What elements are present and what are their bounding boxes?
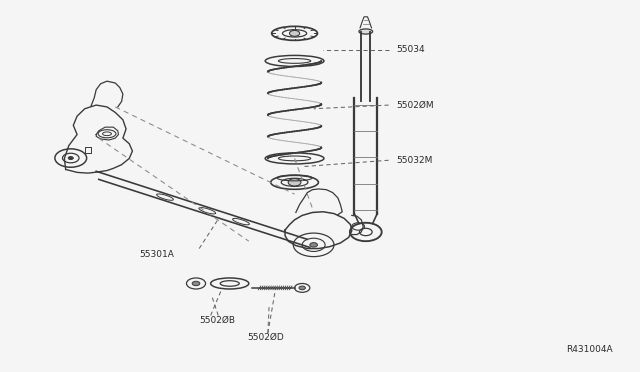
Text: 5502ØM: 5502ØM <box>396 100 434 110</box>
Circle shape <box>289 31 300 36</box>
Text: 55032M: 55032M <box>396 156 433 165</box>
Circle shape <box>310 243 317 247</box>
Text: R431004A: R431004A <box>566 346 612 355</box>
Text: 5502ØD: 5502ØD <box>247 333 284 342</box>
Ellipse shape <box>359 29 372 34</box>
Text: 55034: 55034 <box>396 45 425 54</box>
Circle shape <box>68 157 74 160</box>
Circle shape <box>299 286 305 290</box>
Circle shape <box>192 281 200 286</box>
Text: 55301A: 55301A <box>139 250 173 259</box>
Circle shape <box>288 179 301 186</box>
Text: 5502ØB: 5502ØB <box>199 316 235 325</box>
